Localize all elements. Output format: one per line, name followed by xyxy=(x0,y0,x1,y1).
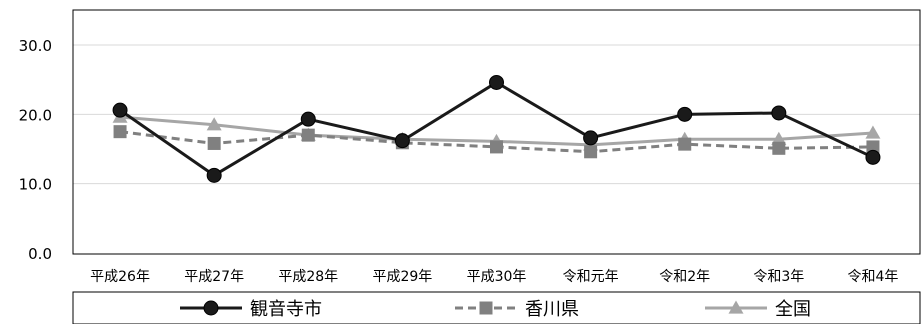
y-tick-label: 30.0 xyxy=(19,37,52,55)
x-tick-label: 令和4年 xyxy=(847,269,898,285)
data-point xyxy=(865,149,881,165)
legend: 観音寺市 香川県 全国 xyxy=(180,299,811,320)
data-point xyxy=(866,140,880,154)
plot-area-border xyxy=(72,9,921,255)
legend-box xyxy=(72,291,921,324)
data-point xyxy=(301,128,315,142)
x-tick-label: 令和元年 xyxy=(563,269,619,285)
y-tick-label: 0.0 xyxy=(28,245,52,263)
series-layer xyxy=(112,74,881,183)
data-point xyxy=(584,145,598,159)
legend-marker xyxy=(728,300,744,314)
data-point xyxy=(113,125,127,139)
x-tick-label: 令和2年 xyxy=(659,269,710,285)
legend-marker xyxy=(479,301,493,315)
data-point xyxy=(300,111,316,127)
data-point xyxy=(865,125,881,139)
data-point xyxy=(677,106,693,122)
legend-label: 香川県 xyxy=(525,299,579,320)
data-point xyxy=(583,130,599,146)
data-point xyxy=(771,131,787,145)
y-tick-label: 20.0 xyxy=(19,106,52,124)
data-point xyxy=(489,74,504,90)
data-point xyxy=(394,133,410,149)
legend-item: 観音寺市 xyxy=(180,299,322,320)
data-point xyxy=(772,141,786,155)
legend-label: 全国 xyxy=(775,299,811,320)
x-tick-label: 平成26年 xyxy=(90,269,150,285)
data-point xyxy=(112,102,128,118)
x-tick-label: 令和3年 xyxy=(753,269,804,285)
data-point xyxy=(207,136,221,150)
y-axis: 0.0 10.0 20.0 30.0 xyxy=(19,37,52,263)
x-tick-label: 平成27年 xyxy=(184,269,244,285)
legend-marker xyxy=(203,300,219,316)
x-tick-label: 平成30年 xyxy=(467,269,527,285)
data-point xyxy=(206,167,222,183)
series-1 xyxy=(112,74,881,183)
data-point xyxy=(206,117,222,131)
x-tick-label: 平成28年 xyxy=(278,269,338,285)
data-point xyxy=(490,140,503,154)
x-tick-label: 平成29年 xyxy=(372,269,432,285)
legend-item: 全国 xyxy=(705,299,811,320)
legend-label: 観音寺市 xyxy=(250,299,322,320)
legend-item: 香川県 xyxy=(455,299,579,320)
y-tick-label: 10.0 xyxy=(19,176,52,194)
data-point xyxy=(678,137,692,151)
data-point xyxy=(771,105,787,121)
x-axis: 平成26年 平成27年 平成28年 平成29年 平成30年 令和元年 令和2年 令和3年 令和4… xyxy=(90,269,898,285)
